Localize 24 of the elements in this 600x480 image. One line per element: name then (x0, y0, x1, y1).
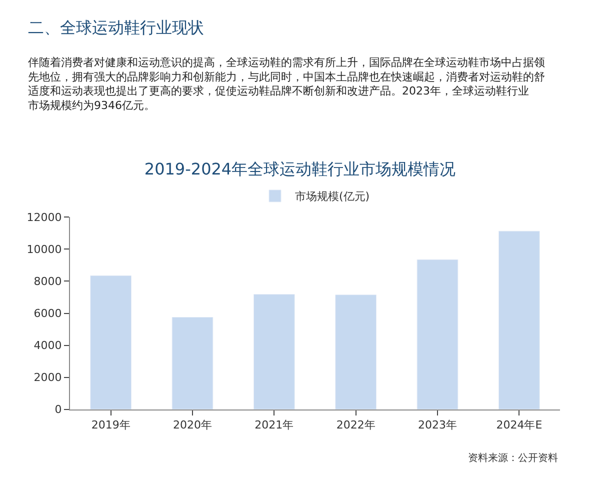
x-tick-label: 2024年E (496, 418, 542, 432)
chart-title: 2019-2024年全球运动鞋行业市场规模情况 (144, 159, 456, 178)
bar (172, 317, 214, 410)
y-tick-label: 4000 (34, 339, 62, 352)
y-tick-label: 6000 (34, 307, 62, 320)
bar (90, 275, 132, 410)
x-tick-label: 2023年 (418, 418, 457, 432)
x-tick-label: 2022年 (336, 418, 376, 432)
y-tick-label: 0 (54, 403, 62, 416)
text: 伴随着消费者对健康和运动意识的提高，全球运动鞋的需求有所上升，国际品牌在全球运动鞋市场中占据领先地位，拥有强大的品牌影响力和创新能力，与此同时，中国本土品牌也在快速崛起，消费者对运动鞋的舒适度和运动表现也提出了更高的要求，促使运动鞋品牌不断创新和改进产品。2023年，全球运动鞋行业市场规模约为9346亿元。 (28, 56, 545, 112)
x-tick-label: 2021年 (254, 418, 294, 432)
bar (416, 259, 458, 410)
x-tick-label: 2019年 (91, 418, 130, 432)
text: 二、全球运动鞋行业现状 (28, 18, 204, 37)
y-tick-label: 8000 (34, 275, 62, 288)
bar (335, 294, 376, 410)
y-tick-label: 10000 (26, 243, 62, 256)
text: 资料来源：公开资料 (468, 452, 558, 464)
bar (254, 294, 295, 410)
y-tick-label: 12000 (26, 211, 62, 224)
y-tick-label: 2000 (34, 371, 62, 384)
x-tick-label: 2020年 (173, 418, 212, 432)
bar (498, 230, 540, 410)
legend-label: 市场规模(亿元) (295, 190, 370, 204)
